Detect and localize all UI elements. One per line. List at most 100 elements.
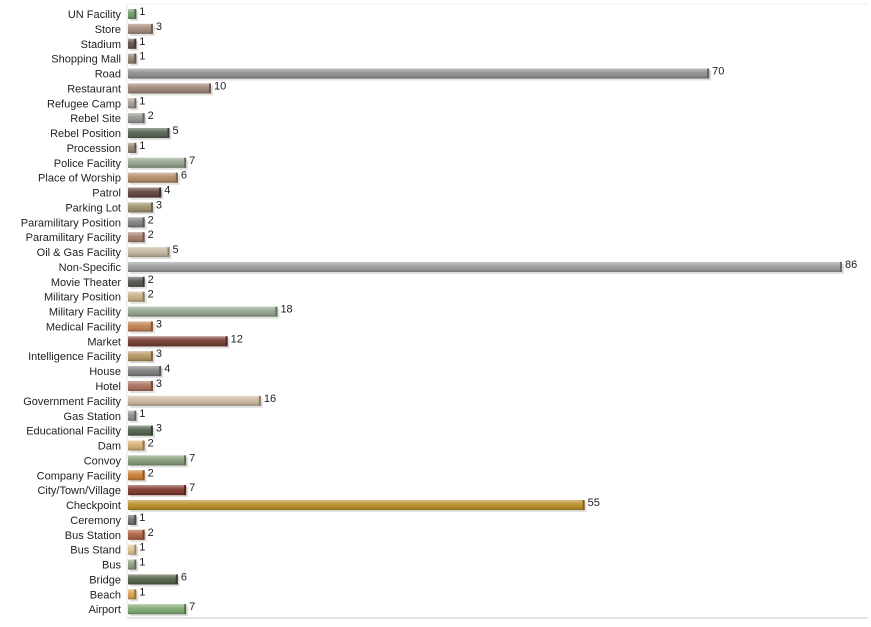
bar-oil-gas-facility	[128, 247, 172, 260]
value-label-parking-lot: 3	[156, 199, 162, 211]
value-label-beach: 1	[139, 586, 145, 598]
value-label-un-facility: 1	[139, 6, 145, 18]
value-label-non-specific: 86	[845, 259, 857, 271]
category-label-beach: Beach	[90, 589, 121, 601]
value-label-company-facility: 2	[148, 467, 154, 479]
value-label-checkpoint: 55	[588, 497, 600, 509]
value-label-ceremony: 1	[139, 512, 145, 524]
category-label-paramilitary-facility: Paramilitary Facility	[26, 232, 122, 244]
category-label-shopping-mall: Shopping Mall	[51, 54, 121, 66]
category-label-military-facility: Military Facility	[49, 307, 122, 319]
category-label-medical-facility: Medical Facility	[46, 321, 122, 333]
category-label-ceremony: Ceremony	[70, 515, 121, 527]
value-label-shopping-mall: 1	[139, 51, 145, 63]
bar-refugee-camp	[128, 98, 139, 111]
bar-company-facility	[128, 470, 147, 483]
bar-hotel	[128, 381, 155, 393]
category-label-airport: Airport	[89, 604, 121, 616]
category-label-parking-lot: Parking Lot	[65, 202, 121, 214]
category-labels: UN Facility Store Stadium Shopping Mall Road…	[21, 9, 122, 616]
bar-procession	[128, 142, 139, 155]
value-label-road: 70	[712, 66, 724, 78]
bar-movie-theater	[128, 276, 147, 289]
value-label-bus-stand: 1	[139, 542, 145, 554]
value-label-hotel: 3	[156, 378, 162, 390]
value-label-stadium: 1	[139, 36, 145, 48]
value-label-airport: 7	[189, 601, 195, 613]
value-label-refugee-camp: 1	[139, 95, 145, 107]
bar-market	[128, 336, 230, 349]
category-label-hotel: Hotel	[95, 381, 121, 393]
bar-rebel-site	[128, 113, 147, 126]
category-label-market: Market	[87, 336, 121, 348]
bar-medical-facility	[128, 321, 155, 334]
value-label-government-facility: 16	[264, 393, 276, 405]
category-label-oil-gas-facility: Oil & Gas Facility	[37, 247, 122, 259]
bar-paramilitary-facility	[128, 232, 147, 245]
value-label-movie-theater: 2	[148, 274, 154, 286]
bar-shopping-mall	[128, 53, 139, 66]
bar-place-of-worship	[128, 172, 180, 185]
bar-bridge	[128, 574, 180, 587]
category-label-gas-station: Gas Station	[64, 411, 121, 423]
value-label-convoy: 7	[189, 452, 195, 464]
bar-convoy	[128, 455, 189, 468]
value-label-paramilitary-position: 2	[148, 214, 154, 226]
category-label-non-specific: Non-Specific	[59, 262, 122, 274]
category-label-dam: Dam	[98, 441, 121, 453]
bar-ceremony	[128, 514, 139, 527]
bar-road	[128, 68, 712, 81]
bar-bus	[128, 559, 139, 572]
bar-city-town-village	[128, 485, 189, 498]
bar-educational-facility	[128, 425, 155, 438]
category-label-rebel-site: Rebel Site	[70, 113, 121, 125]
value-label-place-of-worship: 6	[181, 170, 187, 182]
value-label-oil-gas-facility: 5	[173, 244, 179, 256]
bar-beach	[128, 589, 139, 602]
value-label-patrol: 4	[164, 185, 170, 197]
category-label-military-position: Military Position	[44, 292, 121, 304]
category-label-movie-theater: Movie Theater	[51, 277, 121, 289]
category-label-road: Road	[95, 69, 121, 81]
bar-gas-station	[128, 410, 139, 423]
bar-patrol	[128, 187, 164, 200]
bar-restaurant	[128, 83, 214, 96]
bar-house	[128, 366, 164, 379]
category-label-bus-stand: Bus Stand	[70, 545, 121, 557]
value-label-intelligence-facility: 3	[156, 348, 162, 360]
bar-un-facility	[128, 9, 139, 21]
category-label-rebel-position: Rebel Position	[50, 128, 121, 140]
value-label-restaurant: 10	[214, 80, 226, 92]
bar-airport	[128, 604, 189, 617]
value-label-city-town-village: 7	[189, 482, 195, 494]
plot-frame	[126, 3, 868, 619]
bar-stadium	[128, 38, 139, 51]
value-labels: 1311701012517643225862218312343161327275…	[139, 6, 857, 613]
bar-military-facility	[128, 306, 280, 319]
category-label-convoy: Convoy	[84, 455, 122, 467]
bar-intelligence-facility	[128, 351, 155, 364]
value-label-medical-facility: 3	[156, 318, 162, 330]
value-label-market: 12	[231, 333, 243, 345]
category-label-patrol: Patrol	[92, 188, 121, 200]
bar-checkpoint	[128, 500, 587, 513]
bar-police-facility	[128, 157, 189, 170]
category-label-stadium: Stadium	[81, 39, 121, 51]
bar-government-facility	[128, 395, 263, 408]
value-label-military-facility: 18	[280, 304, 292, 316]
bar-military-position	[128, 291, 147, 304]
category-label-educational-facility: Educational Facility	[26, 426, 121, 438]
category-label-restaurant: Restaurant	[67, 83, 121, 95]
value-label-house: 4	[164, 363, 170, 375]
category-label-place-of-worship: Place of Worship	[38, 173, 121, 185]
bar-paramilitary-position	[128, 217, 147, 230]
category-label-city-town-village: City/Town/Village	[37, 485, 121, 497]
category-label-store: Store	[95, 24, 121, 36]
category-label-bus: Bus	[102, 560, 121, 572]
value-label-store: 3	[156, 21, 162, 33]
bar-parking-lot	[128, 202, 155, 215]
category-label-un-facility: UN Facility	[68, 9, 122, 21]
value-label-bridge: 6	[181, 571, 187, 583]
value-label-paramilitary-facility: 2	[148, 229, 154, 241]
